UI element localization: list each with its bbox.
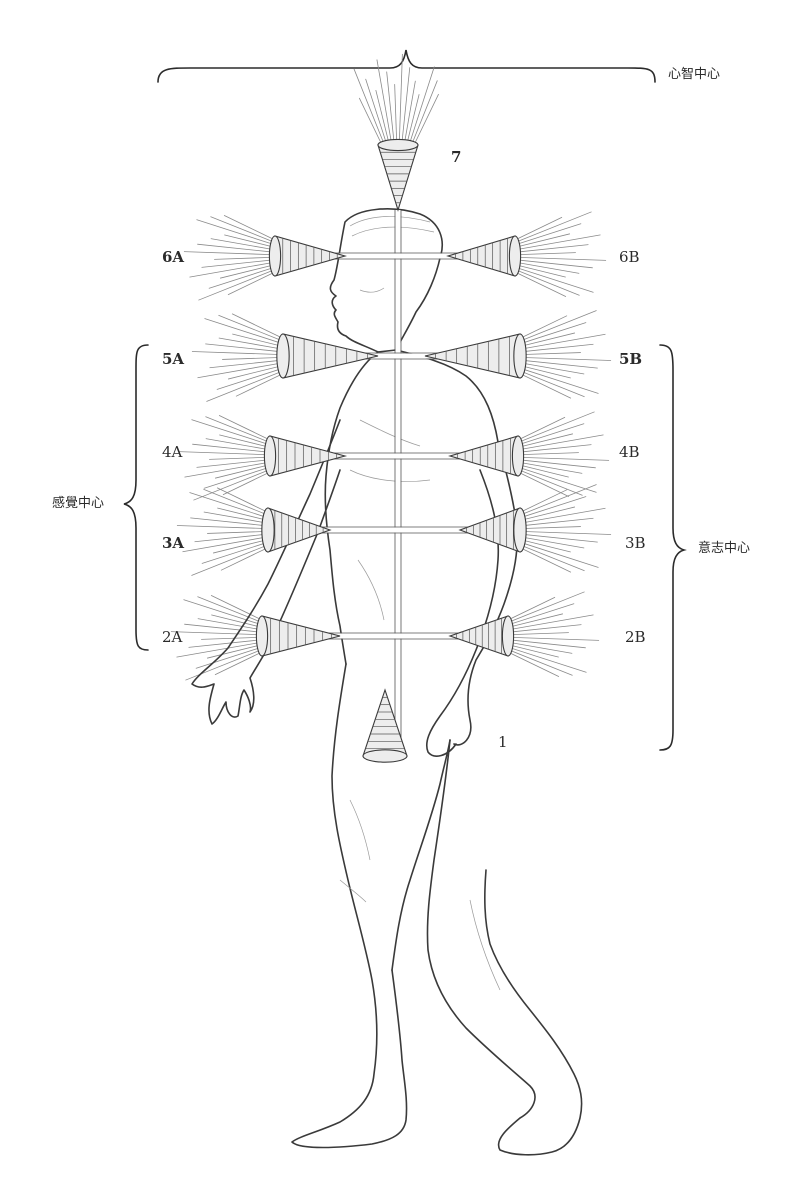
cone-4b bbox=[448, 435, 519, 477]
center-2b-label: 2B bbox=[625, 628, 646, 646]
center-5b-label: 5B bbox=[619, 350, 643, 368]
cone-3b bbox=[458, 507, 521, 553]
mental-center-brace bbox=[157, 49, 656, 83]
energy-rays bbox=[170, 53, 612, 681]
center-6a-label: 6A bbox=[162, 248, 185, 266]
will-center-brace bbox=[659, 344, 687, 751]
center-4a-label: 4A bbox=[162, 443, 183, 461]
cone-5b bbox=[424, 333, 521, 379]
cone-5a bbox=[282, 333, 379, 379]
cone-7 bbox=[377, 144, 419, 212]
cone-6a bbox=[274, 235, 348, 277]
feeling-center-label: 感覺中心 bbox=[52, 496, 105, 511]
cone-3a bbox=[267, 507, 332, 553]
chakra-cones bbox=[255, 138, 527, 763]
center-3b-label: 3B bbox=[625, 534, 646, 552]
feeling-center-brace bbox=[123, 344, 149, 651]
center-5a-label: 5A bbox=[162, 350, 185, 368]
center-6b-label: 6B bbox=[619, 248, 640, 266]
cone-6b bbox=[446, 235, 516, 277]
mental-center-label: 心智中心 bbox=[668, 67, 721, 82]
cone-2b bbox=[448, 615, 509, 657]
center-4b-label: 4B bbox=[619, 443, 640, 461]
center-2a-label: 2A bbox=[162, 628, 183, 646]
energy-channels bbox=[270, 210, 510, 740]
center-7-label: 7 bbox=[451, 148, 462, 166]
center-3a-label: 3A bbox=[162, 534, 185, 552]
cone-2a bbox=[261, 615, 341, 657]
will-center-label: 意志中心 bbox=[698, 541, 751, 556]
cone-4a bbox=[269, 435, 348, 477]
center-1-label: 1 bbox=[498, 733, 508, 751]
